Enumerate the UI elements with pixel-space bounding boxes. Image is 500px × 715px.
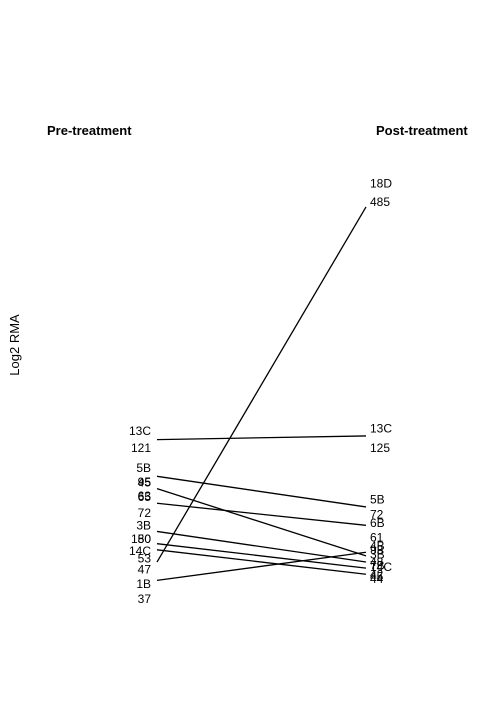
post-label-9: 93 <box>370 543 384 557</box>
series-line-7b <box>156 543 367 569</box>
post-label-14: 42 <box>370 567 384 581</box>
pre-label-0: 13C <box>129 424 151 438</box>
post-label-15: 45 <box>370 570 384 584</box>
post-label-16: 44 <box>370 572 384 586</box>
post-label-8: 4B <box>370 539 385 553</box>
pre-label-12: 53 <box>138 551 152 565</box>
pre-label-1: 121 <box>131 441 151 455</box>
pre-label-3: 45 <box>138 475 152 489</box>
series-line-1b <box>156 551 367 582</box>
pre-label-15: 37 <box>138 592 152 606</box>
post-label-1: 485 <box>370 195 390 209</box>
post-label-12: 14C <box>370 560 392 574</box>
series-line-18d <box>156 206 367 563</box>
post-treatment-header: Post-treatment <box>376 123 468 138</box>
pre-label-11: 14C <box>129 544 151 558</box>
pre-label-8: 3B <box>136 518 151 532</box>
post-label-10: 3B <box>370 548 385 562</box>
post-label-11: 48 <box>370 555 384 569</box>
pre-treatment-header: Pre-treatment <box>47 123 132 138</box>
series-line-13c <box>156 435 367 441</box>
post-label-5: 72 <box>370 507 384 521</box>
series-line-4b <box>156 487 367 557</box>
pre-label-10: 50 <box>138 532 152 546</box>
post-label-13: 7B <box>370 559 385 573</box>
pre-label-7: 72 <box>138 506 152 520</box>
post-label-0: 18D <box>370 177 392 191</box>
pre-label-6: 65 <box>138 490 152 504</box>
pre-label-5: 63 <box>138 489 152 503</box>
pre-label-4: 95 <box>138 475 152 489</box>
post-label-7: 61 <box>370 531 384 545</box>
post-label-4: 5B <box>370 493 385 507</box>
post-label-6: 6B <box>370 516 385 530</box>
post-label-3: 125 <box>370 441 390 455</box>
post-label-2: 13C <box>370 422 392 436</box>
y-axis-label: Log2 RMA <box>7 314 22 376</box>
series-line-6b <box>156 502 367 526</box>
series-lines <box>156 206 367 582</box>
series-line-14c <box>156 549 367 575</box>
series-line-5b <box>156 475 367 508</box>
pre-label-13: 47 <box>138 562 152 576</box>
pre-label-14: 1B <box>136 577 151 591</box>
pre-label-9: 180 <box>131 532 151 546</box>
pre-label-2: 5B <box>136 461 151 475</box>
